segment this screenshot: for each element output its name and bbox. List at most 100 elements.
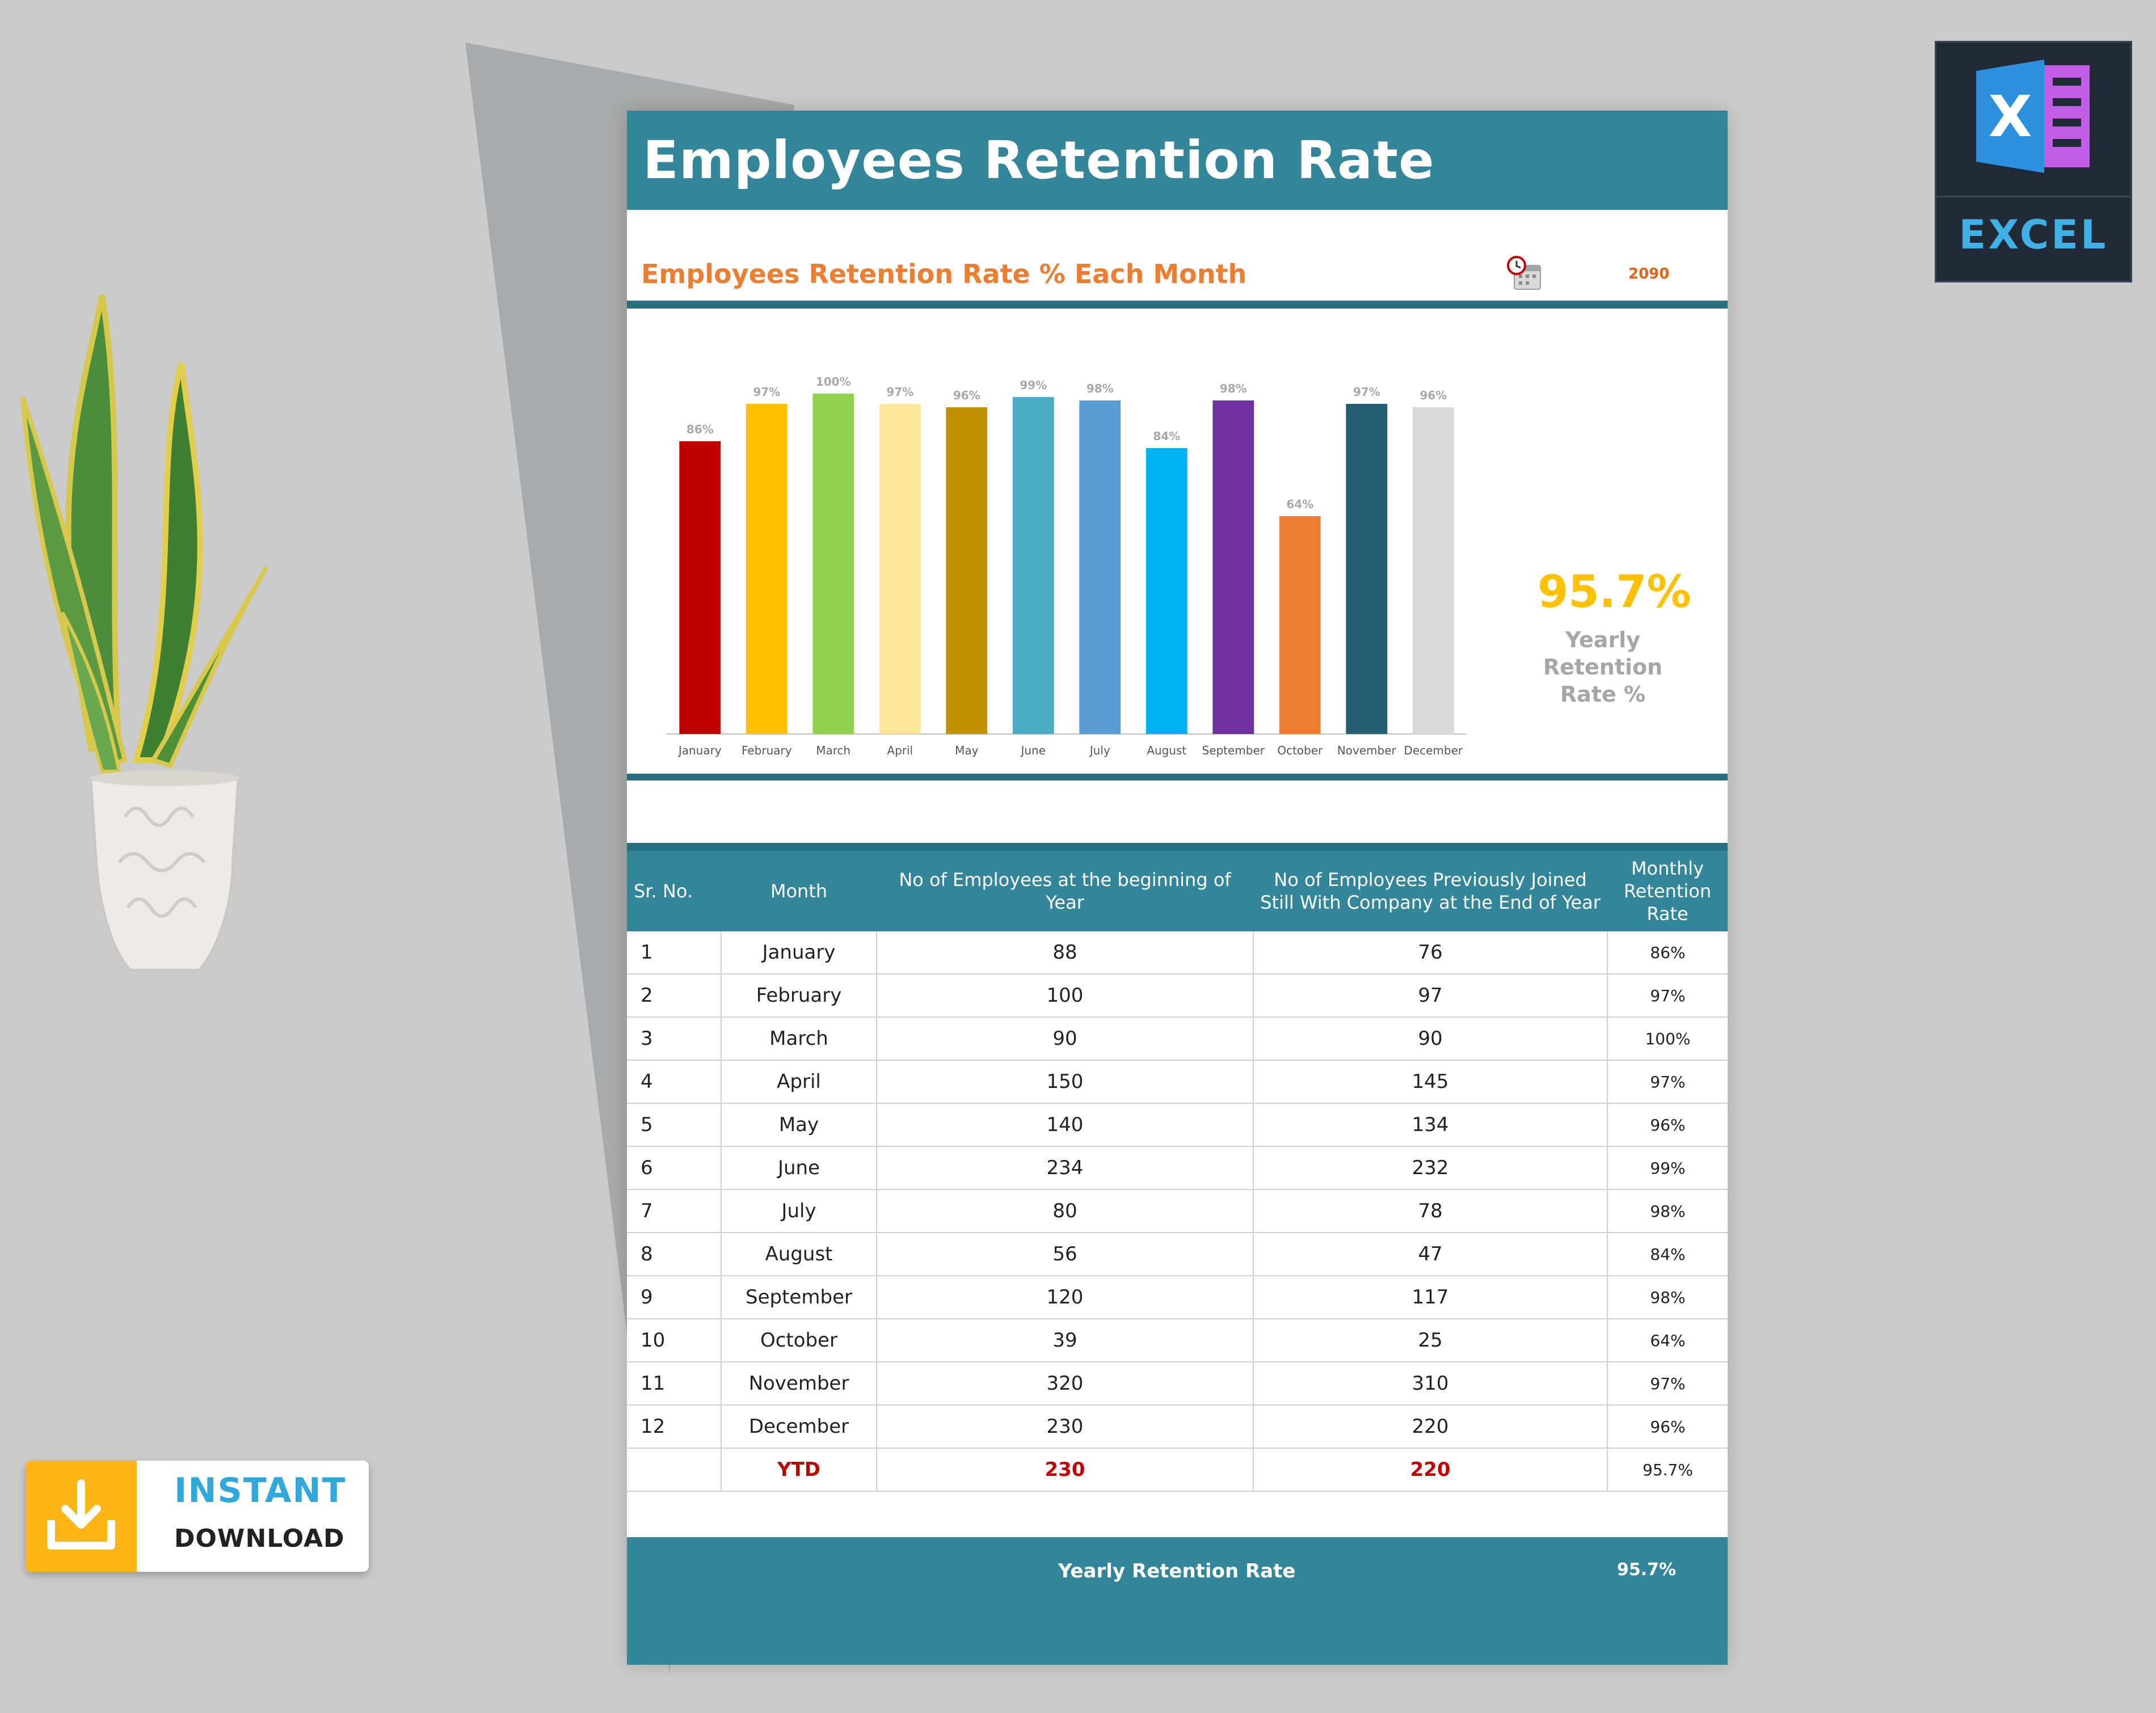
cell-sr: 7 xyxy=(627,1189,722,1233)
cell-begin: 88 xyxy=(877,931,1254,974)
cell-begin: 56 xyxy=(877,1233,1254,1276)
cell-still: 145 xyxy=(1253,1060,1608,1104)
cell-begin: 90 xyxy=(877,1017,1254,1061)
bar-november xyxy=(1346,404,1388,734)
cell-still: 134 xyxy=(1253,1103,1608,1147)
footer-value: 95.7% xyxy=(1617,1560,1677,1580)
cell-sr: 5 xyxy=(627,1103,722,1147)
cell-rate: 96% xyxy=(1607,1103,1728,1147)
cell-rate: 98% xyxy=(1607,1276,1728,1319)
footer-label: Yearly Retention Rate xyxy=(1058,1560,1296,1583)
header-monthly-rate: Monthly Retention Rate xyxy=(1607,851,1728,931)
cell-month: February xyxy=(721,974,877,1018)
retention-sheet: Employees Retention Rate Employees Reten… xyxy=(627,111,1728,1665)
header-month: Month xyxy=(721,851,877,931)
cell-sr: 6 xyxy=(627,1146,722,1190)
table-row: 9 September 120 117 98% xyxy=(627,1276,1728,1319)
cell-sr: 8 xyxy=(627,1233,722,1276)
header-employees-still: No of Employees Previously Joined Still … xyxy=(1253,851,1607,931)
header-employees-begin: No of Employees at the beginning of Year xyxy=(877,851,1253,931)
table-row: 7 July 80 78 98% xyxy=(627,1189,1728,1233)
cell-month: October xyxy=(721,1319,877,1362)
cell-sr: 3 xyxy=(627,1017,722,1061)
table-row: 6 June 234 232 99% xyxy=(627,1146,1728,1190)
yearly-rate-value: 95.7% xyxy=(1538,567,1691,618)
cell-month: April xyxy=(721,1060,877,1104)
data-label-september: 98% xyxy=(1220,382,1247,395)
cell-still: 76 xyxy=(1253,931,1608,974)
tick-label-may: May xyxy=(955,744,979,757)
table-row: 2 February 100 97 97% xyxy=(627,974,1728,1018)
cell-rate: 96% xyxy=(1607,1405,1728,1449)
download-icon xyxy=(47,1479,115,1550)
cell-sr: 12 xyxy=(627,1405,722,1449)
cell-sr-empty xyxy=(627,1448,722,1492)
bar-february xyxy=(746,404,788,734)
bar-december xyxy=(1412,407,1454,734)
cell-still: 25 xyxy=(1253,1319,1608,1362)
tick-label-june: June xyxy=(1020,744,1046,757)
yearly-rate-caption: Yearly Retention Rate % xyxy=(1543,627,1663,707)
excel-divider xyxy=(1936,196,2130,197)
tick-label-august: August xyxy=(1147,744,1186,757)
data-label-february: 97% xyxy=(753,385,780,399)
cell-month: November xyxy=(721,1362,877,1406)
cell-month: September xyxy=(721,1276,877,1319)
cell-begin: 100 xyxy=(877,974,1254,1018)
data-label-march: 100% xyxy=(816,375,851,389)
ytd-still: 220 xyxy=(1253,1448,1608,1492)
cell-still: 78 xyxy=(1253,1189,1608,1233)
ytd-label: YTD xyxy=(721,1448,877,1492)
cell-still: 117 xyxy=(1253,1276,1608,1319)
cell-still: 90 xyxy=(1253,1017,1608,1061)
chart-panel: 86% January 97% February 100% March 97% April 96… xyxy=(627,309,1728,780)
instant-download-badge[interactable]: INSTANT DOWNLOAD xyxy=(26,1461,369,1572)
cell-rate: 64% xyxy=(1607,1319,1728,1362)
cell-rate: 97% xyxy=(1607,974,1728,1018)
cell-begin: 120 xyxy=(877,1276,1254,1319)
tick-label-february: February xyxy=(742,744,792,757)
tick-label-april: April xyxy=(887,744,913,757)
bar-march xyxy=(812,394,854,734)
table-row: 4 April 150 145 97% xyxy=(627,1060,1728,1104)
cell-rate: 86% xyxy=(1607,931,1728,974)
cell-still: 220 xyxy=(1253,1405,1608,1449)
cell-month: May xyxy=(721,1103,877,1147)
cell-sr: 4 xyxy=(627,1060,722,1104)
bar-august xyxy=(1146,448,1188,734)
cell-rate: 84% xyxy=(1607,1233,1728,1276)
excel-letter: X xyxy=(1988,83,2032,150)
subtitle-row: Employees Retention Rate % Each Month 20… xyxy=(627,210,1728,309)
cell-begin: 230 xyxy=(877,1405,1254,1449)
excel-icon: X xyxy=(1976,60,2090,173)
table-row: 12 December 230 220 96% xyxy=(627,1405,1728,1449)
cell-begin: 39 xyxy=(877,1319,1254,1362)
bar-january xyxy=(679,441,721,734)
table-row: 3 March 90 90 100% xyxy=(627,1017,1728,1061)
table-row: 1 January 88 76 86% xyxy=(627,931,1728,974)
cell-sr: 2 xyxy=(627,974,722,1018)
table-row: 5 May 140 134 96% xyxy=(627,1103,1728,1147)
excel-label: EXCEL xyxy=(1959,212,2108,258)
download-icon-box xyxy=(26,1461,137,1572)
cell-begin: 150 xyxy=(877,1060,1254,1104)
cell-sr: 9 xyxy=(627,1276,722,1319)
cell-rate: 100% xyxy=(1607,1017,1728,1061)
tick-label-march: March xyxy=(816,744,850,757)
cell-still: 47 xyxy=(1253,1233,1608,1276)
page-title: Employees Retention Rate xyxy=(627,111,1728,210)
section-divider xyxy=(627,780,1728,851)
bar-april xyxy=(879,404,921,734)
cell-month: August xyxy=(721,1233,877,1276)
calendar-clock-icon xyxy=(1507,256,1541,290)
bar-july xyxy=(1079,400,1121,734)
cell-sr: 1 xyxy=(627,931,722,974)
instant-label: INSTANT xyxy=(174,1471,347,1511)
table-row: 8 August 56 47 84% xyxy=(627,1233,1728,1276)
excel-badge: X EXCEL xyxy=(1935,41,2132,282)
tick-label-december: December xyxy=(1404,744,1463,757)
cell-month: July xyxy=(721,1189,877,1233)
bar-october xyxy=(1279,516,1321,734)
tick-label-november: November xyxy=(1337,744,1397,757)
download-label: DOWNLOAD xyxy=(174,1524,345,1553)
